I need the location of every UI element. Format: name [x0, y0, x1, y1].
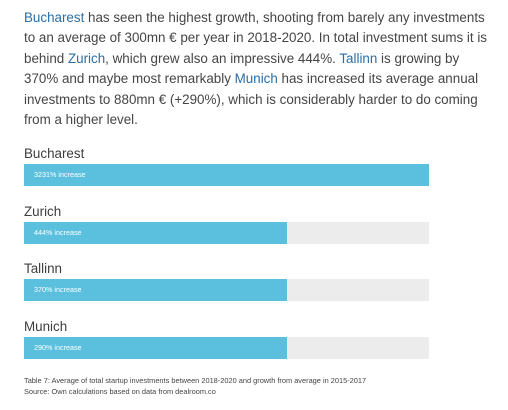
progress-fill-bucharest: 3231% increase — [24, 164, 429, 186]
table-caption: Table 7: Average of total startup invest… — [24, 376, 366, 397]
bar-label-bucharest: Bucharest — [24, 146, 85, 161]
munich-link[interactable]: Munich — [234, 71, 278, 87]
progress-fill-munich: 290% increase — [24, 337, 288, 359]
paragraph-text-1: has seen the highest growth, shooting fr… — [24, 10, 487, 66]
progress-track-zurich: 444% increase — [24, 222, 429, 244]
progress-text-tallinn: 370% increase — [34, 285, 82, 294]
bucharest-link[interactable]: Bucharest — [24, 10, 85, 25]
caption-source: Source: Own calculations based on data f… — [24, 386, 216, 396]
progress-fill-zurich: 444% increase — [24, 222, 288, 244]
paragraph-text-2: , which grew also an impressive 444%. — [105, 50, 340, 66]
bar-label-zurich: Zurich — [24, 204, 62, 219]
intro-paragraph: Bucharest has seen the highest growth, s… — [24, 8, 494, 130]
progress-track-tallinn: 370% increase — [24, 279, 429, 301]
progress-track-munich: 290% increase — [24, 337, 429, 359]
zurich-link[interactable]: Zurich — [67, 50, 106, 66]
paragraph-text-4: has increased its average annual investm… — [24, 71, 479, 128]
progress-fill-tallinn: 370% increase — [24, 279, 288, 301]
caption-line-1: Table 7: Average of total startup invest… — [24, 376, 367, 385]
bar-label-tallinn: Tallinn — [24, 261, 62, 276]
tallinn-link[interactable]: Tallinn — [339, 50, 378, 66]
progress-text-zurich: 444% increase — [34, 228, 82, 237]
bar-label-munich: Munich — [24, 319, 68, 334]
progress-text-bucharest: 3231% increase — [34, 170, 86, 179]
paragraph-text-3: is growing by 370% and maybe most remark… — [24, 50, 460, 87]
progress-text-munich: 290% increase — [34, 343, 82, 352]
progress-track-bucharest: 3231% increase — [24, 164, 429, 186]
